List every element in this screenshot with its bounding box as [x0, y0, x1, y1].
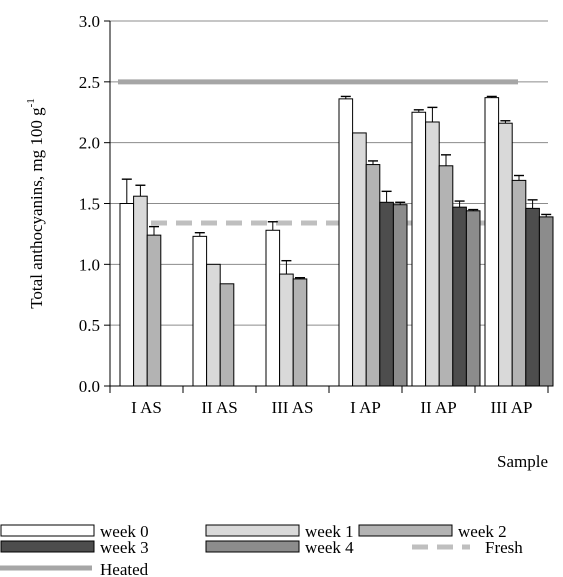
x-tick-label: III AP [490, 398, 532, 417]
bar [352, 132, 367, 387]
bar [411, 111, 427, 387]
reference-lines [118, 79, 518, 226]
x-axis-label: Sample [497, 452, 548, 471]
bar [133, 195, 148, 387]
gridlines [110, 20, 548, 326]
bar [425, 121, 440, 387]
bar [338, 98, 354, 387]
y-axis-label-main: Total anthocyanins, mg 100 g [27, 107, 46, 309]
bar [192, 235, 208, 387]
bar [119, 203, 135, 387]
bar [206, 263, 221, 387]
y-tick-label: 0.5 [79, 316, 100, 335]
x-tick-label: II AS [201, 398, 237, 417]
legend-label: week 4 [305, 538, 354, 557]
x-tick-label: II AP [420, 398, 456, 417]
bar [511, 179, 527, 387]
legend-swatch [205, 540, 300, 553]
bar [265, 229, 281, 387]
labels: Sample Total anthocyanins, mg 100 g-1 [25, 98, 548, 471]
axes: 0.0 0.5 1.0 1.5 2.0 2.5 3.0 I AS II AS III AS I AP… [79, 12, 549, 417]
bar [146, 234, 162, 387]
bars [119, 95, 554, 387]
bar [279, 273, 294, 387]
y-tick-label: 1.0 [79, 255, 100, 274]
legend-label: Heated [100, 560, 149, 577]
y-tick-label: 2.0 [79, 134, 100, 153]
bar [219, 283, 235, 387]
bar [452, 206, 467, 387]
bar [484, 97, 500, 387]
y-axis-label-superscript: -1 [25, 98, 37, 107]
bar [525, 207, 540, 387]
bar [292, 278, 308, 387]
x-tick-label: III AS [271, 398, 313, 417]
bar [438, 165, 454, 387]
legend-label: Fresh [485, 538, 523, 557]
legend-label: week 3 [100, 538, 149, 557]
bar [365, 164, 381, 387]
legend-label: week 0 [100, 522, 149, 541]
legend-swatch [0, 524, 95, 537]
legend-swatch [0, 540, 95, 553]
legend-label: week 1 [305, 522, 354, 541]
bar [465, 210, 481, 387]
bar [498, 122, 513, 387]
bar [538, 216, 554, 387]
y-tick-label: 0.0 [79, 377, 100, 396]
legend-swatch [205, 524, 300, 537]
y-axis-label: Total anthocyanins, mg 100 g-1 [25, 98, 46, 309]
y-tick-label: 3.0 [79, 12, 100, 31]
bar [379, 201, 394, 387]
y-tick-label: 2.5 [79, 73, 100, 92]
legend-swatch [358, 524, 453, 537]
x-tick-label: I AP [350, 398, 381, 417]
bar [392, 204, 408, 387]
y-tick-label: 1.5 [79, 195, 100, 214]
legend: week 0 week 1 week 2 week 3 week 4 Fresh Heate… [0, 522, 523, 577]
x-tick-label: I AS [131, 398, 162, 417]
legend-label: week 2 [458, 522, 507, 541]
